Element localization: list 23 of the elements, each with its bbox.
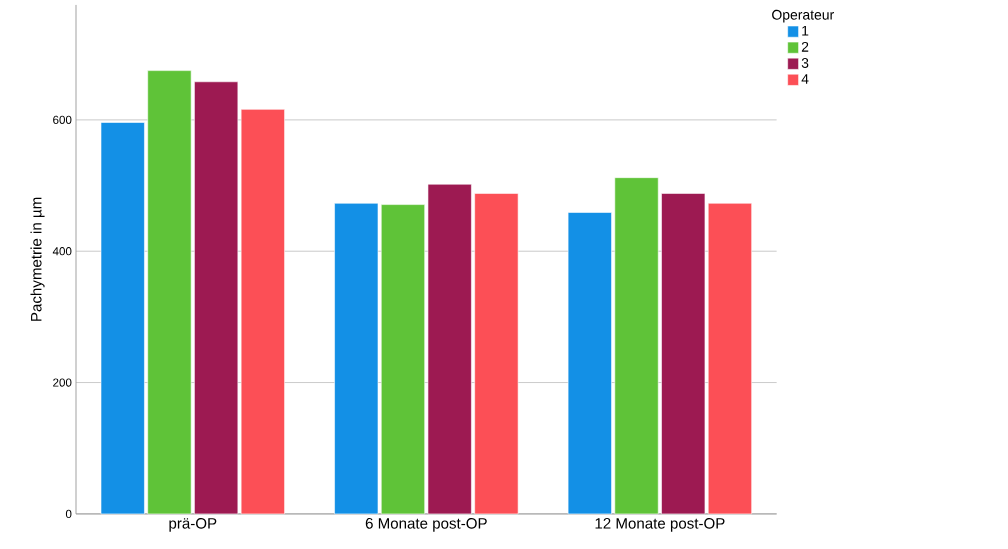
legend-label: 4 [801, 74, 809, 84]
y-tick-label: 400 [52, 247, 72, 256]
bar [147, 70, 192, 515]
legend-label: 1 [802, 26, 809, 36]
bar [427, 184, 472, 515]
bar [380, 204, 425, 515]
y-tick-label: 200 [53, 378, 72, 387]
legend-label: 2 [801, 42, 809, 52]
bar [100, 122, 145, 515]
bar [707, 203, 752, 515]
y-tick-label: 0 [65, 509, 72, 519]
x-tick-label: 6 Monate post-OP [365, 518, 487, 532]
x-tick-label: prä-OP [169, 518, 217, 532]
bar [567, 212, 612, 515]
bar [474, 193, 519, 515]
x-tick-label: 12 Monate post-OP [595, 518, 725, 532]
bar [614, 177, 659, 515]
y-tick-label: 600 [53, 115, 72, 125]
bar [334, 203, 379, 515]
y-axis-title: Pachymetrie in µm [30, 197, 45, 322]
legend-label: 3 [801, 58, 809, 69]
bar [661, 193, 706, 515]
legend-title: Operateur [772, 10, 834, 23]
